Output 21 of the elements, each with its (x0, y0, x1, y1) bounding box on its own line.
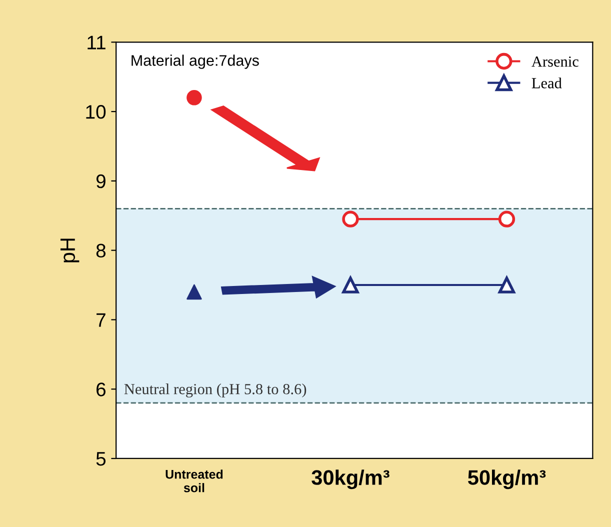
point (342, 276, 359, 294)
point (342, 210, 359, 228)
y-tick-label: 8 (96, 244, 106, 258)
legend-label: Arsenic (532, 56, 578, 67)
y-tick-label: 10 (86, 105, 106, 119)
x-tick-label: 30kg/m³ (312, 470, 390, 490)
point (186, 90, 202, 106)
point (498, 210, 516, 228)
point (186, 284, 202, 300)
x-tick-label: Untreated soil (166, 470, 223, 492)
band-label: Neutral region (pH 5.8 to 8.6) (124, 384, 306, 398)
y-axis-title: pH (60, 238, 80, 262)
legend-label: Lead (532, 78, 562, 88)
y-tick-label: 5 (96, 452, 106, 466)
point (498, 276, 516, 294)
y-tick-label: 11 (88, 36, 106, 50)
y-tick-label: 7 (96, 313, 106, 327)
annotation: Material age:7days (132, 54, 259, 69)
x-tick-label: 50kg/m³ (468, 470, 546, 490)
y-tick-label: 9 (96, 174, 106, 188)
y-tick-label: 6 (96, 382, 106, 396)
